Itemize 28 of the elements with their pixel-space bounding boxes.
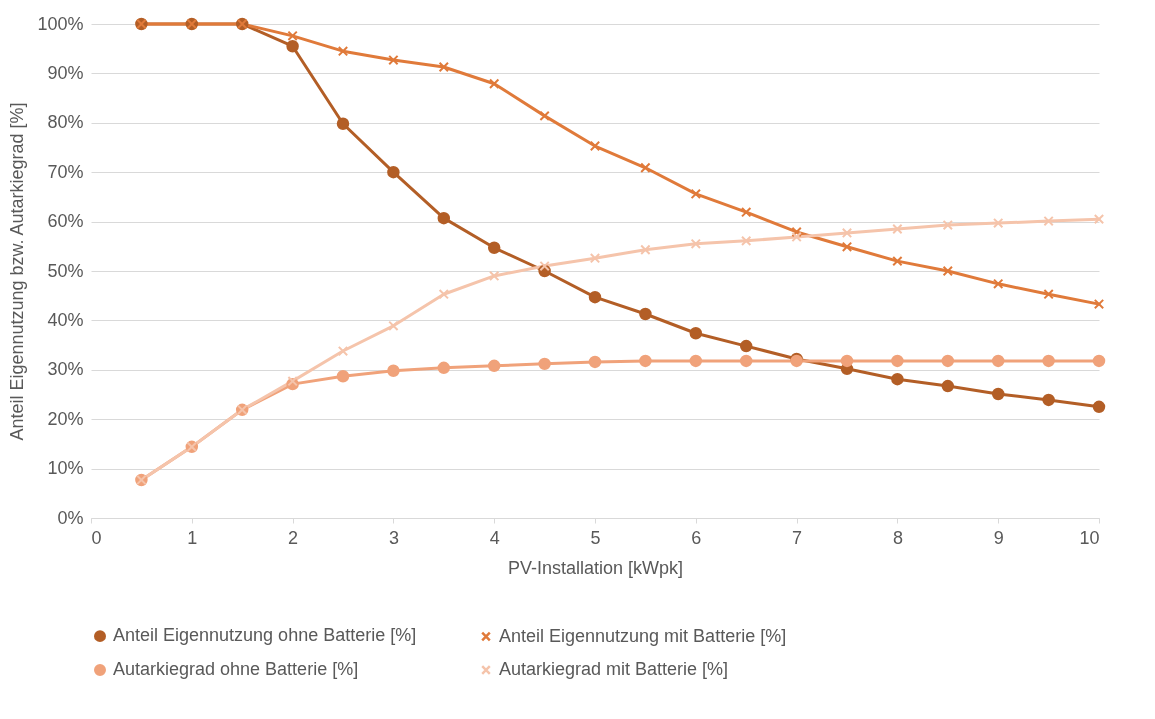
x-tick-label: 8 <box>892 527 903 548</box>
y-tick-label: 0% <box>57 507 84 528</box>
y-tick-label: 30% <box>47 359 84 380</box>
x-tick-label: 10 <box>1079 527 1100 548</box>
x-tick-label: 3 <box>388 527 399 548</box>
x-tick-label: 4 <box>489 527 500 548</box>
y-axis-title: Anteil Eigennutzung bzw. Autarkiegrad [%] <box>7 102 28 441</box>
y-tick-label: 80% <box>47 112 84 133</box>
x-axis-title: PV-Installation [kWpk] <box>507 557 684 578</box>
x-tick-label: 7 <box>792 527 803 548</box>
legend-label: Anteil Eigennutzung mit Batterie [%] <box>499 625 787 646</box>
y-tick-label: 70% <box>47 161 84 182</box>
y-tick-label: 20% <box>47 408 84 429</box>
legend-label: Autarkiegrad mit Batterie [%] <box>499 659 729 679</box>
y-tick-label: 60% <box>47 211 84 232</box>
y-tick-label: 40% <box>47 309 84 330</box>
y-tick-label: 100% <box>37 13 84 34</box>
x-tick-label: 5 <box>590 527 601 548</box>
x-tick-label: 0 <box>91 527 102 548</box>
x-tick-label: 1 <box>187 527 198 548</box>
y-tick-label: 10% <box>47 458 84 479</box>
y-tick-label: 50% <box>47 260 84 281</box>
y-tick-label: 90% <box>47 62 84 83</box>
legend-label: Anteil Eigennutzung ohne Batterie [%] <box>113 625 417 646</box>
legend-label: Autarkiegrad ohne Batterie [%] <box>113 659 359 679</box>
x-tick-label: 9 <box>993 527 1004 548</box>
x-tick-label: 6 <box>691 527 702 548</box>
x-tick-label: 2 <box>288 527 299 548</box>
